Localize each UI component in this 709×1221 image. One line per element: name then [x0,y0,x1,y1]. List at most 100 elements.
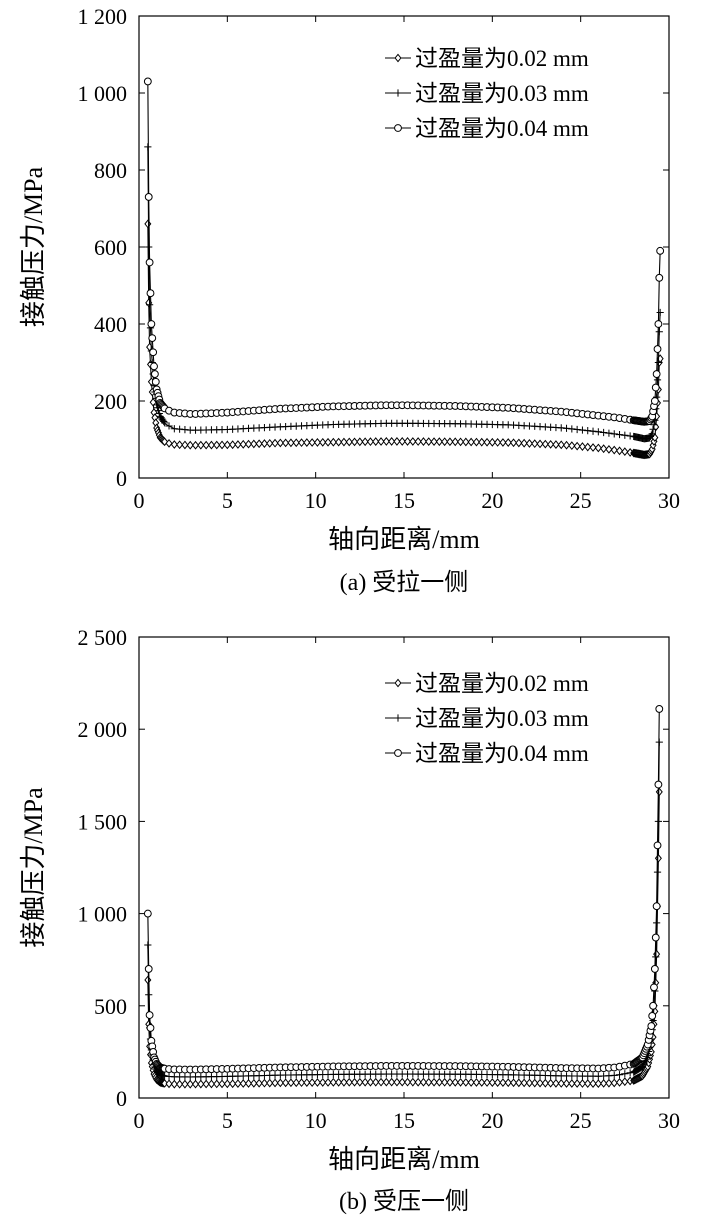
point-diamond [419,1077,427,1087]
y-tick-label: 2 000 [78,717,128,742]
series-line-a-1 [147,223,661,456]
point-circle [150,370,159,378]
point-diamond [398,1077,406,1087]
point-diamond [245,439,253,449]
point-circle [650,965,659,973]
point-circle [144,193,153,201]
x-tick-label: 20 [481,1108,503,1133]
point-circle [651,383,660,392]
point-diamond [186,440,194,450]
y-tick-label: 500 [94,994,127,1019]
point-diamond [223,1079,231,1089]
point-diamond [260,1078,268,1088]
point-circle [148,334,157,343]
point-diamond [382,1077,390,1087]
point-plus [605,429,613,437]
point-diamond [245,1079,253,1088]
point-diamond [520,1078,528,1088]
point-diamond [181,440,189,450]
point-diamond [419,437,427,446]
point-diamond [313,1078,321,1087]
point-diamond [324,1077,332,1087]
point-plus [610,430,618,438]
point-diamond [462,437,470,447]
point-diamond [441,1077,449,1087]
point-diamond [457,1077,465,1087]
point-circle [151,377,160,386]
point-circle [648,1012,657,1020]
series-b-3 [143,704,664,1074]
point-circle [144,965,153,973]
point-diamond [186,1079,194,1089]
point-diamond [176,440,184,450]
point-circle [651,933,660,942]
x-axis-title-b: 轴向距离/mm [328,1145,480,1174]
point-diamond [446,1077,454,1087]
point-plus [610,1071,618,1080]
point-diamond [573,441,581,451]
legend-label: 过盈量为0.02 mm [415,671,589,696]
point-diamond [584,442,592,452]
point-circle [653,345,662,353]
x-tick-label: 5 [222,488,233,513]
point-diamond [282,1078,290,1088]
point-diamond [584,1079,592,1088]
point-diamond [234,440,242,449]
point-plus [160,417,168,426]
point-diamond [525,439,533,448]
point-diamond [298,438,306,448]
point-diamond [366,437,374,447]
point-diamond [292,438,300,448]
point-diamond [435,1077,443,1087]
point-diamond [361,437,369,447]
point-plus [594,428,602,436]
x-tick-label: 0 [134,1108,145,1133]
chart-panel-b: 0 5 10 15 20 25 30 0 500 1 000 1 500 2 000 2 500 轴向距离… [19,625,680,1215]
point-diamond [621,447,629,457]
point-diamond [303,438,311,447]
point-diamond [266,1078,274,1088]
point-diamond [547,439,555,449]
point-diamond [213,1079,221,1089]
point-diamond [547,1078,555,1088]
point-diamond [388,1077,396,1087]
point-plus [589,427,597,435]
y-tick-label: 1 500 [78,809,128,834]
point-diamond [223,440,231,450]
point-circle [652,902,661,911]
point-diamond [414,1077,422,1087]
point-diamond [478,437,486,447]
point-diamond [451,437,459,447]
point-circle [649,1001,658,1010]
point-diamond [313,438,321,447]
point-plus [621,431,629,439]
point-plus [146,301,154,309]
series-a-1 [144,219,664,460]
point-diamond [276,438,284,448]
series-line-b-2 [147,742,660,1078]
legend-marker-circle [394,124,402,132]
point-circle [654,780,663,789]
point-diamond [218,440,226,450]
y-tick-label: 1 000 [78,902,128,927]
point-diamond [356,1077,364,1087]
point-circle [654,320,663,328]
point-diamond [467,437,475,447]
point-diamond [161,437,169,447]
point-diamond [165,1079,173,1089]
point-diamond [329,437,337,447]
y-tick-label: 400 [94,312,127,337]
point-diamond [552,1078,560,1088]
point-diamond [467,1078,475,1087]
point-diamond [213,440,221,450]
point-diamond [324,437,332,447]
point-diamond [425,1077,433,1087]
x-tick-label: 15 [393,488,415,513]
point-circle [149,348,158,357]
point-diamond [499,438,507,447]
point-circle [650,983,658,992]
point-plus [648,430,656,438]
point-diamond [287,438,295,448]
point-diamond [218,1079,226,1089]
point-plus [165,422,173,430]
